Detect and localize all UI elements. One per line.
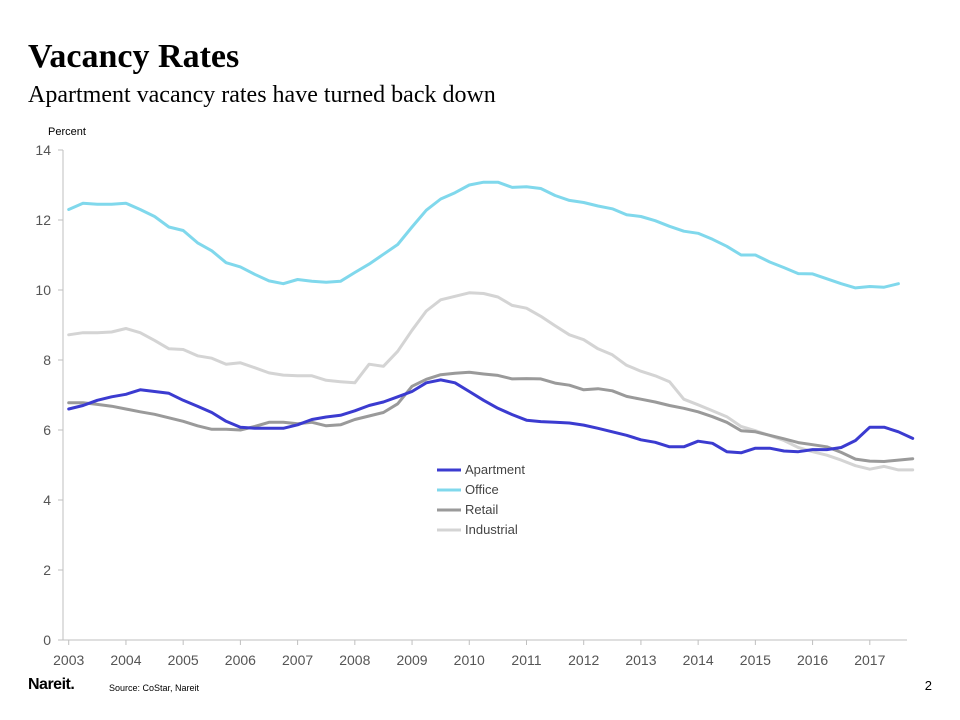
source-note: Source: CoStar, Nareit [109,683,200,693]
series-line-industrial [67,291,915,472]
y-tick-label: 12 [35,212,51,228]
page-number: 2 [924,678,932,693]
series-line-retail [67,370,915,463]
series-line-apartment [67,378,915,455]
y-tick-label: 8 [43,352,51,368]
y-tick-label: 4 [43,492,51,508]
x-tick-label: 2004 [110,652,141,668]
chart-ticks: 0 2 4 6 8 10 12 14 2003 2004 2005 2006 2007 2008 2009 2… [35,142,885,668]
legend-label-industrial: Industrial [465,522,518,537]
y-tick-label: 14 [35,142,51,158]
x-tick-label: 2013 [625,652,656,668]
x-tick-label: 2010 [454,652,485,668]
x-tick-label: 2008 [339,652,370,668]
y-axis-unit-label: Percent [48,126,86,138]
x-tick-label: 2009 [396,652,427,668]
y-tick-label: 2 [43,562,51,578]
x-tick-label: 2011 [511,652,541,668]
slide-subtitle: Apartment vacancy rates have turned back… [28,82,496,108]
slide-title: Vacancy Rates [28,38,240,75]
x-tick-label: 2015 [740,652,771,668]
x-tick-label: 2003 [53,652,84,668]
x-tick-label: 2006 [225,652,256,668]
chart-lines [67,180,915,472]
x-tick-label: 2017 [854,652,885,668]
y-tick-label: 10 [35,282,51,298]
x-tick-label: 2014 [683,652,714,668]
legend-label-office: Office [465,482,499,497]
x-tick-label: 2016 [797,652,828,668]
x-tick-label: 2005 [168,652,199,668]
chart-axes [62,150,907,641]
y-tick-label: 6 [43,422,51,438]
x-tick-label: 2012 [568,652,599,668]
legend-label-retail: Retail [465,502,498,517]
nareit-logo: Nareit. [28,676,75,693]
y-tick-label: 0 [43,632,51,648]
legend-label-apartment: Apartment [465,462,525,477]
series-line-office [67,180,900,290]
chart-legend: Apartment Office Retail Industrial [437,462,525,537]
x-tick-label: 2007 [282,652,313,668]
